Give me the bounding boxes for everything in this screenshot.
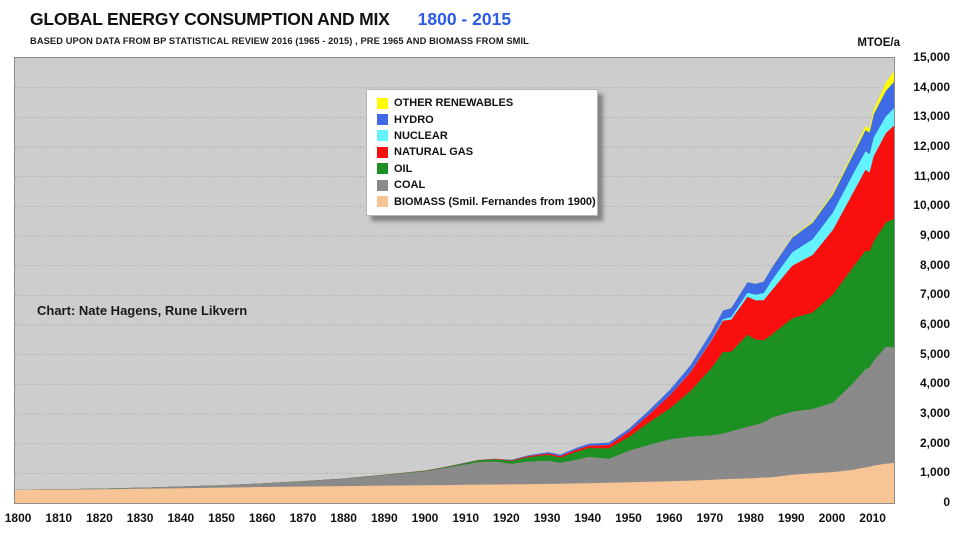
legend-label: NATURAL GAS — [394, 146, 474, 159]
stacked-area-chart — [15, 71, 894, 503]
page-title-row: GLOBAL ENERGY CONSUMPTION AND MIX 1800 - … — [30, 9, 511, 30]
legend-swatch-icon — [377, 146, 388, 158]
x-tick-label: 1900 — [411, 511, 439, 525]
legend-swatch-icon — [377, 114, 388, 126]
legend-item: COAL — [367, 177, 597, 193]
y-tick-label: 9,000 — [919, 228, 950, 242]
legend-item: NUCLEAR — [367, 128, 597, 144]
x-tick-label: 1870 — [289, 511, 317, 525]
x-tick-label: 1990 — [777, 511, 805, 525]
legend-swatch-icon — [377, 179, 388, 191]
legend-swatch-icon — [377, 97, 388, 109]
y-tick-label: 10,000 — [913, 198, 950, 213]
x-tick-label: 1960 — [655, 511, 683, 525]
legend-item: BIOMASS (Smil. Fernandes from 1900) — [367, 193, 597, 209]
x-tick-label: 1980 — [737, 511, 764, 525]
x-tick-label: 1940 — [574, 511, 602, 525]
legend-label: NUCLEAR — [394, 129, 448, 142]
y-axis-unit-label: MTOE/a — [857, 37, 900, 49]
y-tick-label: 13,000 — [913, 109, 950, 124]
legend-label: BIOMASS (Smil. Fernandes from 1900) — [394, 195, 596, 208]
y-tick-label: 12,000 — [913, 139, 950, 153]
y-tick-label: 1,000 — [919, 465, 950, 480]
y-tick-label: 15,000 — [913, 50, 950, 64]
y-tick-label: 2,000 — [919, 435, 950, 450]
subtitle: BASED UPON DATA FROM BP STATISTICAL REVI… — [30, 36, 529, 46]
x-tick-label: 1840 — [167, 511, 195, 525]
y-tick-label: 6,000 — [919, 317, 950, 331]
x-tick-label: 1830 — [126, 511, 154, 525]
x-tick-label: 1880 — [330, 511, 357, 525]
legend-label: OTHER RENEWABLES — [394, 97, 514, 110]
legend: OTHER RENEWABLES HYDRO NUCLEAR NATURAL GAS O… — [366, 89, 598, 216]
series-area-oil — [15, 218, 894, 503]
y-tick-label: 4,000 — [919, 376, 950, 391]
x-tick-label: 1890 — [370, 511, 398, 525]
x-tick-label: 1930 — [533, 511, 561, 525]
legend-item: OTHER RENEWABLES — [367, 95, 597, 111]
y-tick-label: 0 — [943, 495, 950, 509]
legend-label: COAL — [394, 179, 426, 192]
legend-swatch-icon — [377, 130, 388, 142]
x-tick-label: 1970 — [696, 511, 724, 525]
series-area-biomass-smil-fernandes-from-1900 — [15, 462, 894, 503]
page-title-range: 1800 - 2015 — [417, 9, 512, 29]
x-tick-label: 1950 — [615, 511, 642, 525]
legend-item: HYDRO — [367, 111, 597, 127]
y-tick-label: 14,000 — [913, 79, 950, 94]
legend-label: HYDRO — [394, 113, 434, 126]
page-title: GLOBAL ENERGY CONSUMPTION AND MIX — [30, 9, 390, 29]
legend-swatch-icon — [377, 196, 388, 208]
x-tick-label: 1850 — [208, 511, 235, 525]
x-tick-label: 1820 — [86, 511, 113, 525]
legend-swatch-icon — [377, 163, 388, 175]
x-tick-label: 1800 — [4, 511, 32, 525]
y-tick-label: 8,000 — [919, 257, 950, 272]
y-tick-label: 5,000 — [919, 346, 950, 361]
legend-item: OIL — [367, 161, 597, 177]
legend-label: OIL — [394, 162, 413, 175]
chart-credit: Chart: Nate Hagens, Rune Likvern — [37, 303, 248, 318]
x-tick-label: 1910 — [452, 511, 480, 525]
legend-item: NATURAL GAS — [367, 144, 597, 160]
x-tick-label: 2010 — [859, 511, 886, 525]
y-tick-label: 7,000 — [919, 287, 950, 302]
series-area-coal — [15, 346, 894, 503]
x-tick-label: 1810 — [45, 511, 73, 525]
x-tick-label: 1860 — [248, 511, 276, 525]
x-tick-label: 1920 — [493, 511, 520, 525]
y-tick-label: 11,000 — [913, 168, 950, 183]
y-tick-label: 3,000 — [919, 406, 950, 420]
x-tick-label: 2000 — [818, 511, 846, 525]
